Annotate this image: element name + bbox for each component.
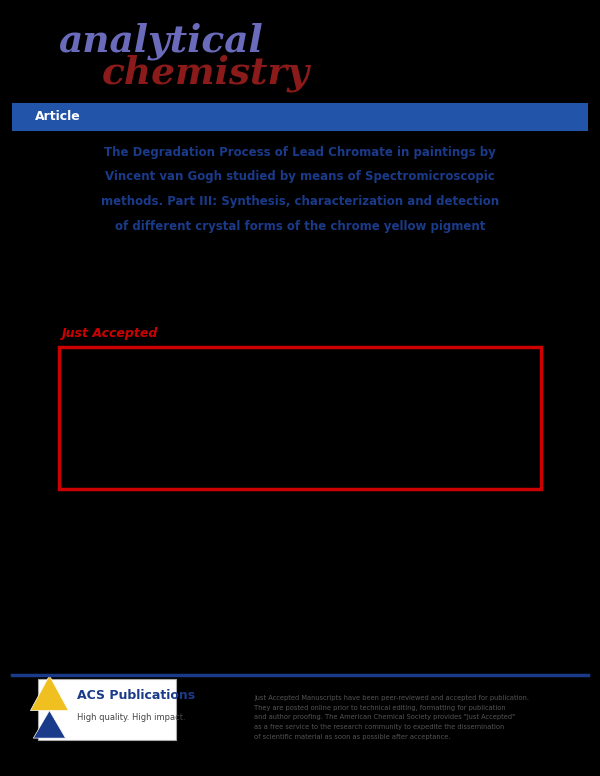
- Bar: [59, 347, 541, 489]
- Text: and author proofing. The American Chemical Society provides "Just Accepted": and author proofing. The American Chemic…: [254, 714, 515, 720]
- Bar: [38, 678, 176, 740]
- Text: They are posted online prior to technical editing, formatting for publication: They are posted online prior to technica…: [254, 705, 506, 711]
- Text: chemistry: chemistry: [101, 54, 309, 92]
- Text: of different crystal forms of the chrome yellow pigment: of different crystal forms of the chrome…: [115, 220, 485, 233]
- Text: High quality. High impact.: High quality. High impact.: [77, 713, 186, 722]
- Text: Article: Article: [35, 110, 81, 123]
- Text: as a free service to the research community to expedite the dissemination: as a free service to the research commun…: [254, 724, 504, 730]
- Bar: [12, 102, 588, 131]
- Text: Vincent van Gogh studied by means of Spectromicroscopic: Vincent van Gogh studied by means of Spe…: [105, 171, 495, 183]
- Polygon shape: [34, 711, 65, 738]
- Text: The Degradation Process of Lead Chromate in paintings by: The Degradation Process of Lead Chromate…: [104, 146, 496, 159]
- Polygon shape: [31, 676, 68, 711]
- Text: Just Accepted: Just Accepted: [61, 327, 157, 340]
- Text: analytical: analytical: [58, 23, 263, 61]
- Text: ACS Publications: ACS Publications: [77, 689, 195, 702]
- Text: methods. Part III: Synthesis, characterization and detection: methods. Part III: Synthesis, characteri…: [101, 195, 499, 208]
- Text: of scientific material as soon as possible after acceptance.: of scientific material as soon as possib…: [254, 733, 451, 740]
- Text: Just Accepted Manuscripts have been peer-reviewed and accepted for publication.: Just Accepted Manuscripts have been peer…: [254, 695, 529, 701]
